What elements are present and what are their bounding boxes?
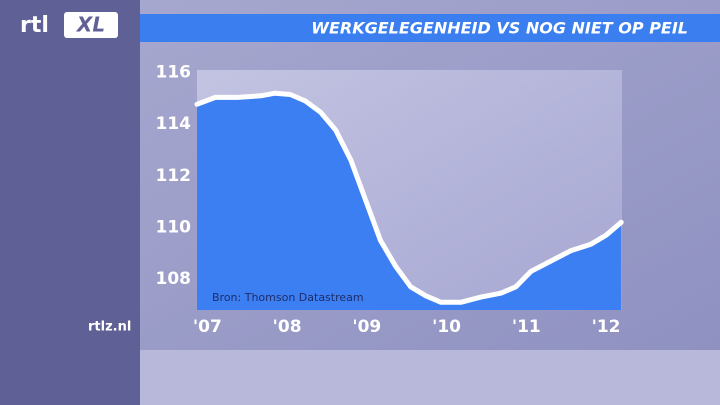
x-tick-label: '10	[432, 317, 461, 337]
y-tick-label: 110	[156, 217, 192, 237]
side-panel	[0, 0, 140, 405]
logo: rtl	[20, 13, 49, 38]
x-tick-label: '07	[193, 317, 222, 337]
title-bar	[140, 14, 720, 42]
y-tick-label: 116	[156, 63, 192, 83]
y-tick-label: 112	[156, 166, 192, 186]
area	[197, 93, 622, 310]
logo-box	[64, 12, 118, 38]
x-tick-label: '11	[512, 317, 541, 337]
x-tick-label: '12	[592, 317, 621, 337]
chart-title: WERKGELEGENHEID VS NOG NIET OP PEIL	[311, 19, 688, 38]
site-url: rtlz.nl	[88, 320, 131, 335]
line	[194, 90, 624, 305]
bottom-band	[140, 350, 720, 405]
y-tick-label: 114	[156, 114, 192, 134]
x-tick-label: '09	[352, 317, 381, 337]
x-tick-label: '08	[273, 317, 302, 337]
y-tick-label: 108	[156, 269, 192, 289]
logo-suffix: XL	[75, 13, 105, 37]
source-note: Bron: Thomson Datastream	[212, 291, 364, 304]
